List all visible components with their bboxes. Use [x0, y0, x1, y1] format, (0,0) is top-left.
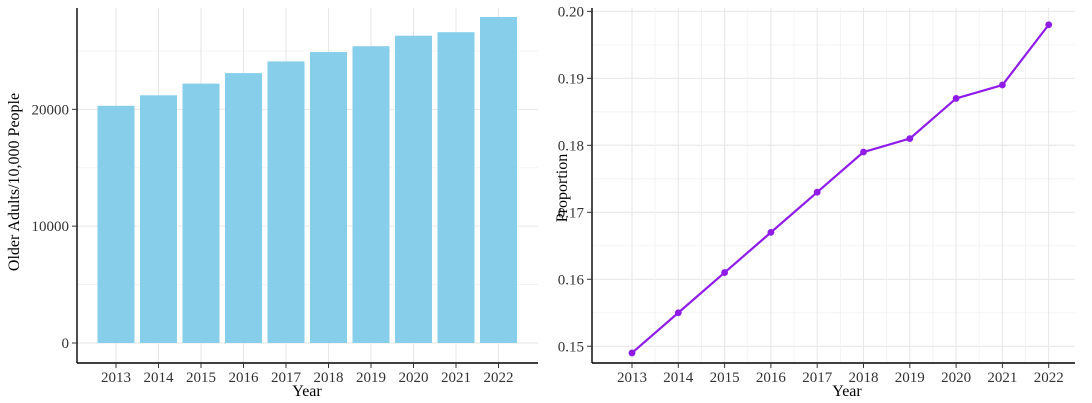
left-x-ticks: 2013 2014 2015 2016 2017 2018 2019 2020 2021 2022	[101, 363, 514, 386]
right-x-tick-label: 2016	[756, 370, 787, 386]
left-y-axis-title: Older Adults/10,000 People	[6, 93, 23, 271]
right-x-tick-label: 2022	[1034, 370, 1064, 386]
right-y-tick-label: 0.15	[558, 339, 584, 355]
point-2019	[906, 135, 914, 143]
point-2022	[1045, 21, 1053, 29]
left-x-tick-label: 2015	[186, 370, 216, 386]
left-y-tick-label: 0	[62, 336, 70, 352]
point-2015	[721, 269, 728, 276]
right-x-axis-title: Year	[832, 383, 862, 400]
point-2017	[813, 188, 821, 196]
point-2018	[860, 148, 867, 156]
bar-2020	[395, 35, 432, 343]
right-x-tick-label: 2013	[617, 370, 647, 386]
right-y-tick-label: 0.19	[558, 71, 584, 87]
point-2020	[952, 95, 960, 102]
line-chart-proportion: 0.150.160.170.180.190.20 2013 2014 2015 201…	[554, 4, 1075, 400]
right-x-tick-label: 2019	[895, 370, 925, 386]
left-x-tick-label: 2020	[399, 370, 429, 386]
right-grid	[592, 8, 1075, 363]
right-y-tick-label: 0.16	[558, 272, 585, 288]
bar-2022	[480, 17, 517, 343]
right-y-tick-label: 0.17	[558, 205, 585, 221]
right-y-ticks: 0.15 0.16 0.17 0.18 0.19 0.20	[558, 4, 592, 355]
bar-2017	[267, 61, 305, 344]
left-x-tick-label: 2018	[314, 370, 344, 386]
left-x-tick-label: 2017	[271, 370, 302, 386]
point-2021	[999, 81, 1006, 89]
right-series	[628, 21, 1053, 357]
bar-2014	[140, 95, 177, 343]
point-2016	[767, 228, 775, 236]
right-x-tick-label: 2021	[987, 370, 1017, 386]
right-x-tick-label: 2020	[941, 370, 971, 386]
right-x-tick-label: 2015	[710, 370, 740, 386]
right-x-tick-label: 2017	[802, 370, 833, 386]
bar-2013	[97, 105, 135, 344]
bar-2018	[310, 52, 347, 343]
left-y-tick-label: 20000	[32, 102, 70, 118]
right-y-tick-label: 0.18	[558, 138, 584, 154]
bar-chart-older-adults: 0 10000 20000 2013 2014 2015 2016 2017 2018 2019…	[6, 8, 538, 400]
left-y-tick-label: 10000	[32, 219, 70, 235]
bar-2021	[437, 32, 475, 343]
left-x-tick-label: 2014	[144, 370, 175, 386]
point-2013	[628, 349, 636, 357]
bar-2015	[182, 83, 220, 343]
left-x-tick-label: 2016	[229, 370, 260, 386]
right-y-tick-label: 0.20	[558, 4, 584, 20]
right-x-ticks: 2013 2014 2015 2016 2017 2018 2019 2020 2021 2022	[617, 363, 1064, 386]
left-x-tick-label: 2022	[484, 370, 514, 386]
proportion-line	[631, 24, 1050, 354]
point-2014	[674, 309, 682, 317]
left-x-tick-label: 2019	[356, 370, 386, 386]
left-x-tick-label: 2021	[441, 370, 471, 386]
left-x-axis-title: Year	[292, 383, 322, 400]
bar-2019	[352, 46, 390, 343]
right-y-axis-title: Proportion	[554, 154, 571, 222]
bar-2016	[225, 73, 262, 344]
left-y-ticks: 0 10000 20000	[32, 102, 77, 352]
left-x-tick-label: 2013	[101, 370, 131, 386]
right-x-tick-label: 2018	[849, 370, 879, 386]
left-bars	[97, 17, 517, 344]
right-x-tick-label: 2014	[663, 370, 694, 386]
